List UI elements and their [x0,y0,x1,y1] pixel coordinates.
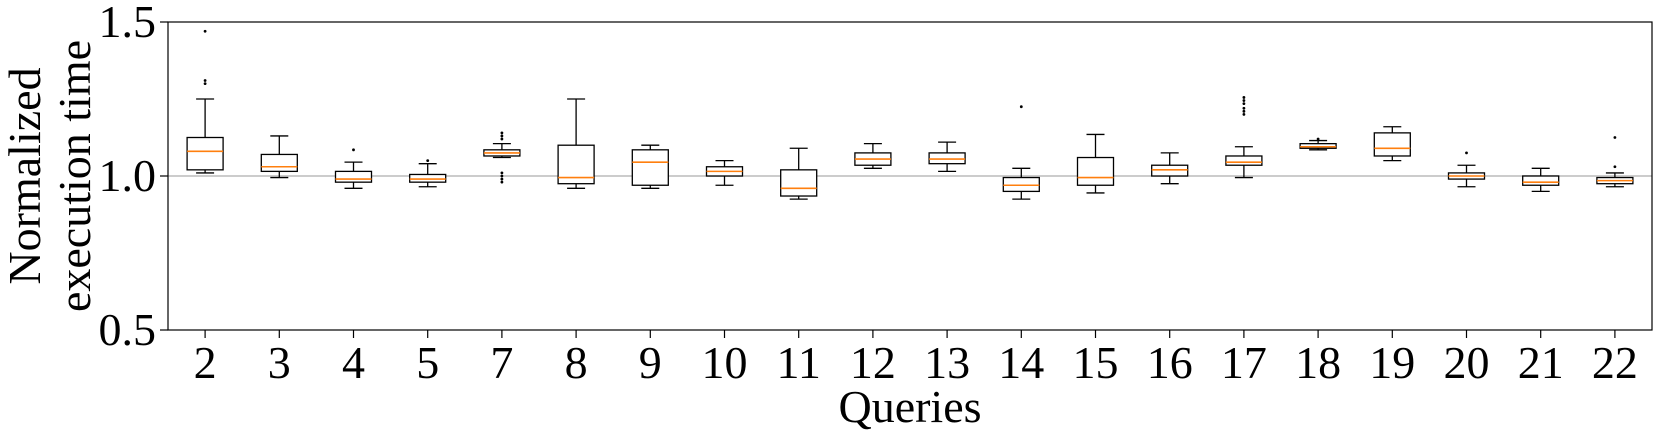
box-query-20 [1447,151,1486,188]
box-query-3 [260,135,298,179]
y-axis: 0.5 1.0 1.5 [99,0,168,355]
box-query-22 [1596,136,1634,188]
outlier-point [1242,106,1246,110]
box-query-2 [186,29,224,174]
box-query-17 [1225,96,1263,179]
outlier-point [1242,102,1246,106]
outlier-point [1242,113,1246,116]
x-tick-label: 9 [639,337,662,388]
box-query-9 [631,144,669,189]
x-tick-label: 5 [416,337,439,388]
y-axis-label-line: Normalized [0,67,50,284]
box-query-13 [928,141,966,173]
iqr-box [631,149,669,186]
outlier-point [1242,109,1246,113]
y-axis-label-line: execution time [49,40,100,312]
x-tick-label: 18 [1295,337,1341,388]
y-tick-label: 1.0 [99,150,157,201]
box-query-10 [705,159,744,186]
outlier-point [500,131,504,135]
y-tick-label: 0.5 [99,304,157,355]
outlier-point [500,134,504,138]
box-query-15 [1076,133,1115,194]
iqr-box [186,136,224,171]
boxes-layer [186,29,1634,200]
y-tick-label: 1.5 [99,0,157,47]
x-tick-label: 16 [1147,337,1193,388]
outlier-point [203,82,207,85]
outlier-point [500,137,504,141]
x-tick-label: 7 [490,337,513,388]
x-tick-label: 17 [1221,337,1267,388]
iqr-box [1076,156,1115,186]
x-tick-label: 4 [342,337,365,388]
iqr-box [334,170,373,183]
iqr-box [1225,155,1263,166]
box-query-19 [1373,126,1411,162]
box-query-21 [1522,167,1560,193]
outlier-point [1316,137,1320,141]
x-tick-label: 2 [194,337,217,388]
outlier-point [1242,99,1246,102]
outlier-point [1019,105,1023,109]
x-tick-label: 3 [268,337,291,388]
box-query-8 [557,98,595,189]
outlier-point [500,177,504,181]
box-query-18 [1299,137,1337,151]
x-tick-label: 11 [777,337,821,388]
x-tick-label: 13 [924,337,970,388]
x-tick-label: 21 [1518,337,1564,388]
outlier-point [1613,136,1617,139]
box-query-16 [1151,152,1189,185]
x-axis-label: Queries [838,381,981,432]
outlier-point [352,148,355,152]
x-tick-label: 22 [1592,337,1638,388]
outlier-point [1613,165,1617,169]
iqr-box [780,169,818,197]
x-tick-label: 15 [1073,337,1119,388]
iqr-box [1522,175,1560,186]
x-tick-label: 10 [702,337,748,388]
box-query-5 [409,159,447,188]
outlier-point [203,29,207,33]
x-tick-label: 14 [998,337,1044,388]
outlier-point [203,79,207,82]
x-tick-label: 19 [1369,337,1415,388]
outlier-point [1242,96,1246,99]
outlier-point [500,180,504,184]
box-query-11 [780,147,818,200]
box-query-14 [1002,105,1040,200]
box-query-12 [854,143,892,169]
outlier-point [426,159,430,163]
iqr-box [1373,132,1411,157]
iqr-box [260,153,298,173]
x-axis: 2 3 4 5 7 8 9 10 11 12 13 14 15 16 17 18 19 20 21 22 [194,330,1638,388]
x-tick-label: 20 [1444,337,1490,388]
outlier-point [500,174,504,178]
outlier-point [500,171,504,175]
box-query-7 [483,131,521,184]
y-axis-label: Normalized execution time [0,40,100,312]
x-tick-label: 12 [850,337,896,388]
x-tick-label: 8 [565,337,588,388]
box-query-4 [334,148,373,189]
outlier-point [1465,151,1468,155]
